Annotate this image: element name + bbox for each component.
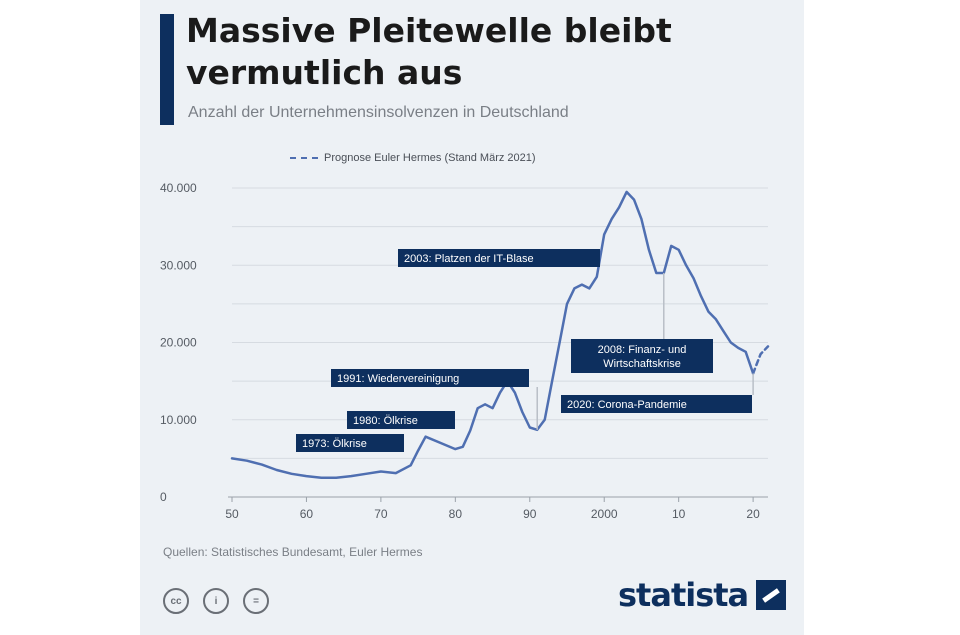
forecast-line bbox=[751, 345, 770, 375]
chart-legend: Prognose Euler Hermes (Stand März 2021) bbox=[290, 149, 536, 167]
x-tick-label: 2000 bbox=[591, 507, 618, 521]
equal-icon[interactable]: = bbox=[243, 588, 269, 614]
annotation-label: 1991: Wiedervereinigung bbox=[337, 373, 459, 385]
y-tick-label: 40.000 bbox=[160, 181, 197, 195]
statista-brand[interactable]: statista bbox=[618, 576, 787, 614]
annotation-box bbox=[347, 411, 455, 429]
annotation-box bbox=[571, 339, 713, 373]
annotation-label: 2020: Corona-Pandemie bbox=[567, 399, 687, 411]
annotation-label: 1973: Ölkrise bbox=[302, 438, 367, 450]
annotation-box bbox=[296, 434, 404, 452]
legend-forecast-swatch bbox=[290, 157, 318, 159]
x-tick-label: 60 bbox=[300, 507, 314, 521]
annotation-box bbox=[331, 369, 529, 387]
x-tick-label: 70 bbox=[374, 507, 388, 521]
x-tick-label: 50 bbox=[225, 507, 239, 521]
annotation-box bbox=[398, 249, 600, 267]
statista-logo-icon bbox=[756, 580, 787, 610]
brand-name: statista bbox=[618, 576, 749, 614]
annotation-label: 2008: Finanz- und bbox=[598, 344, 687, 356]
title-accent-bar bbox=[160, 14, 174, 125]
insolvency-line bbox=[230, 190, 755, 479]
annotation-box bbox=[561, 395, 752, 413]
annotation-label: 2003: Platzen der IT-Blase bbox=[404, 253, 534, 265]
annotation-label: Wirtschaftskrise bbox=[603, 358, 681, 370]
chart-subtitle: Anzahl der Unternehmensinsolvenzen in De… bbox=[188, 104, 569, 121]
x-tick-label: 10 bbox=[672, 507, 686, 521]
y-tick-label: 0 bbox=[160, 490, 167, 504]
y-tick-label: 10.000 bbox=[160, 413, 197, 427]
annotation-label: 1980: Ölkrise bbox=[353, 415, 418, 427]
source-note: Quellen: Statistisches Bundesamt, Euler … bbox=[163, 545, 423, 559]
y-tick-label: 30.000 bbox=[160, 258, 197, 272]
chart-title: Massive Pleitewelle bleibt vermutlich au… bbox=[186, 11, 672, 92]
x-tick-label: 20 bbox=[746, 507, 760, 521]
y-tick-label: 20.000 bbox=[160, 336, 197, 350]
by-icon[interactable]: i bbox=[203, 588, 229, 614]
legend-forecast-label: Prognose Euler Hermes (Stand März 2021) bbox=[324, 152, 536, 164]
cc-icon[interactable]: cc bbox=[163, 588, 189, 614]
infographic-card bbox=[140, 0, 804, 635]
x-tick-label: 80 bbox=[449, 507, 463, 521]
x-tick-label: 90 bbox=[523, 507, 537, 521]
